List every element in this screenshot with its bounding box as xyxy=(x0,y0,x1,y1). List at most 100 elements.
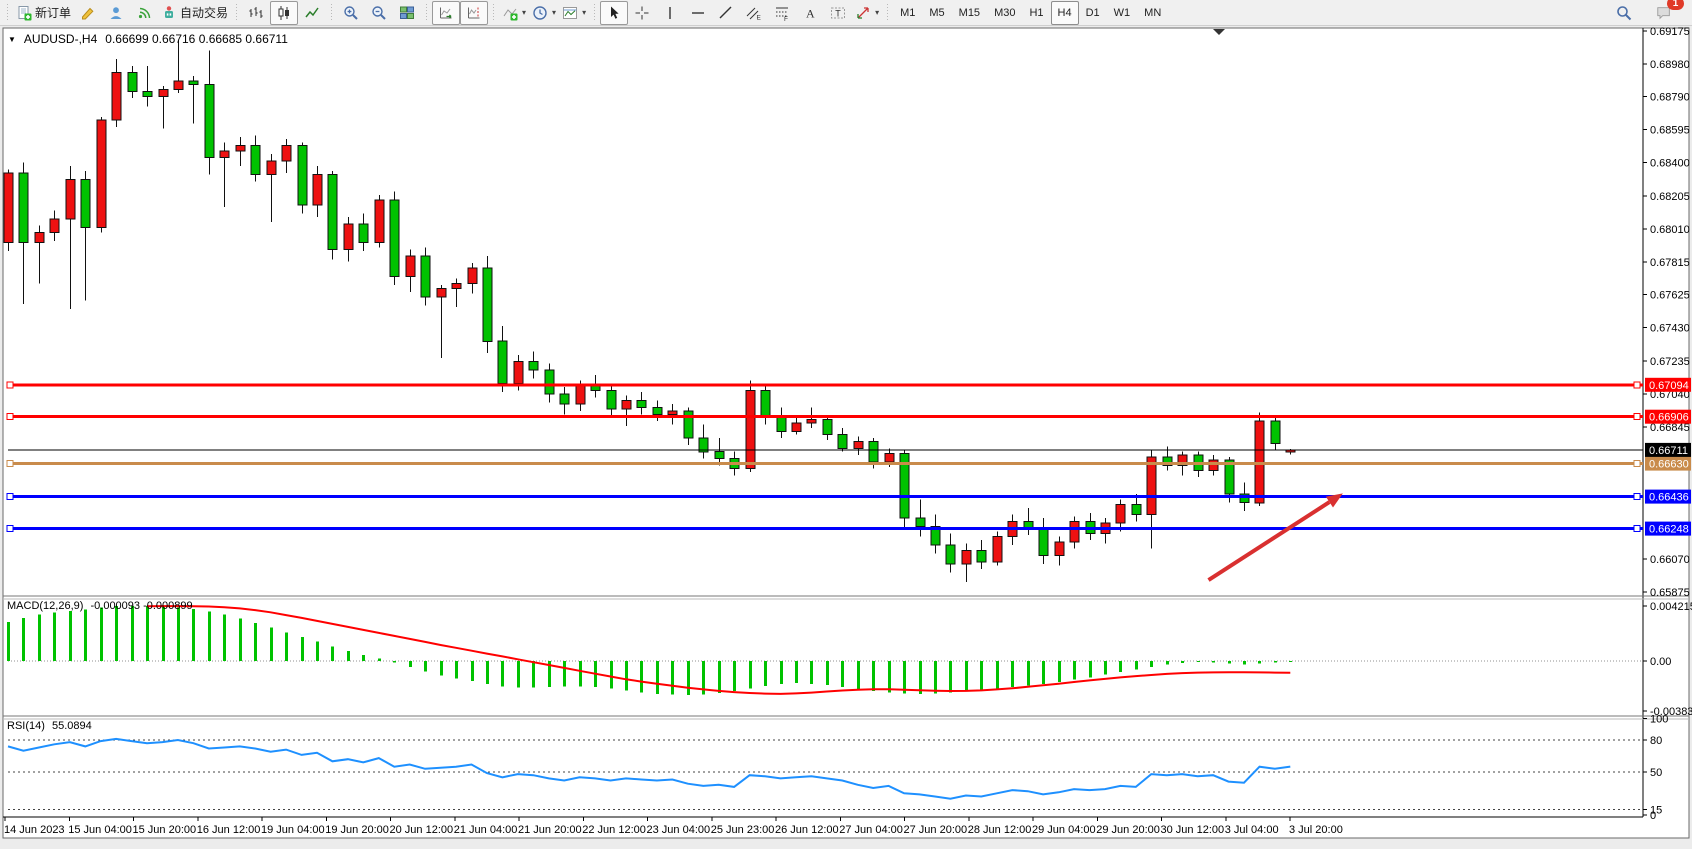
rsi-value: 55.0894 xyxy=(51,720,92,732)
clock-icon xyxy=(532,5,548,21)
templates-button[interactable]: ▾ xyxy=(559,1,589,25)
autotrading-button[interactable]: 自动交易 xyxy=(158,1,231,25)
indicators-button[interactable]: ▾ xyxy=(499,1,529,25)
macd-signal-line xyxy=(146,605,1291,695)
auto-scroll-button[interactable] xyxy=(432,0,461,25)
zoom-out-button[interactable] xyxy=(365,1,393,25)
toolbar-grip xyxy=(424,3,430,22)
vertical-line-button[interactable] xyxy=(656,1,684,25)
svg-text:0.004215: 0.004215 xyxy=(1650,601,1692,613)
svg-text:20 Jun 12:00: 20 Jun 12:00 xyxy=(390,824,454,836)
templates-icon xyxy=(562,5,578,21)
timeframe-m5-button[interactable]: M5 xyxy=(929,6,945,19)
metaeditor-button[interactable] xyxy=(74,1,102,25)
chevron-down-icon[interactable]: ▾ xyxy=(552,8,557,17)
svg-text:29 Jun 20:00: 29 Jun 20:00 xyxy=(1096,824,1160,836)
candlestick-icon xyxy=(276,5,292,21)
svg-text:0.66711: 0.66711 xyxy=(1649,445,1688,457)
chart-window[interactable]: 0.69175 0.68980 0.68790 0.68595 0.68400 0.682… xyxy=(0,26,1692,849)
signals-button[interactable] xyxy=(130,1,158,25)
trend-arrow[interactable] xyxy=(1207,493,1343,582)
svg-text:50: 50 xyxy=(1650,767,1662,779)
timeframe-h1-button[interactable]: H1 xyxy=(1029,6,1044,19)
timeframe-h4-button[interactable]: H4 xyxy=(1050,0,1079,25)
price-badge-0.67094: 0.67094 xyxy=(1645,377,1691,392)
timeframe-mn-button[interactable]: MN xyxy=(1144,6,1162,19)
periods-button[interactable]: ▾ xyxy=(529,1,559,25)
svg-text:0.68595: 0.68595 xyxy=(1650,125,1690,137)
svg-text:0.67430: 0.67430 xyxy=(1650,323,1690,335)
chart-title: ▼ AUDUSD-,H4 0.66699 0.66716 0.66685 0.6… xyxy=(8,32,288,46)
rsi-pane xyxy=(7,737,1643,810)
price-badge-0.66906: 0.66906 xyxy=(1645,409,1691,424)
text-icon: A xyxy=(802,5,818,21)
svg-text:0.66630: 0.66630 xyxy=(1649,459,1689,471)
svg-text:0.67094: 0.67094 xyxy=(1649,380,1689,392)
crosshair-button[interactable] xyxy=(628,1,656,25)
svg-text:80: 80 xyxy=(1650,735,1662,747)
search-icon xyxy=(1616,5,1632,21)
rsi-indicator-label: RSI(14) 55.0894 xyxy=(7,720,92,732)
tile-windows-icon xyxy=(399,5,415,21)
svg-text:27 Jun 20:00: 27 Jun 20:00 xyxy=(904,824,968,836)
chart-canvas[interactable]: 0.69175 0.68980 0.68790 0.68595 0.68400 0.682… xyxy=(0,26,1692,849)
chevron-down-icon[interactable]: ▾ xyxy=(875,8,880,17)
fibonacci-icon: F xyxy=(774,5,790,21)
chevron-down-icon[interactable]: ▾ xyxy=(522,8,527,17)
svg-text:0.66436: 0.66436 xyxy=(1649,492,1689,504)
candles-layer xyxy=(3,40,1296,582)
fibonacci-button[interactable]: F xyxy=(768,1,796,25)
equidistant-channel-button[interactable]: E xyxy=(740,1,768,25)
timeframe-m30-button[interactable]: M30 xyxy=(994,6,1016,19)
candlestick-chart-button[interactable] xyxy=(270,0,299,25)
svg-text:15 Jun 04:00: 15 Jun 04:00 xyxy=(68,824,132,836)
toolbar-grip xyxy=(5,3,10,22)
price-axis[interactable]: 0.69175 0.68980 0.68790 0.68595 0.68400 0.682… xyxy=(1643,26,1692,822)
svg-text:0.00: 0.00 xyxy=(1650,656,1671,668)
chart-ohlc-values: 0.66699 0.66716 0.66685 0.66711 xyxy=(105,32,288,46)
svg-text:0.68400: 0.68400 xyxy=(1650,158,1690,170)
text-button[interactable]: A xyxy=(796,1,824,25)
price-badge-0.66630: 0.66630 xyxy=(1645,456,1691,471)
svg-text:22 Jun 12:00: 22 Jun 12:00 xyxy=(582,824,646,836)
timeframe-m15-button[interactable]: M15 xyxy=(958,6,981,19)
svg-text:28 Jun 12:00: 28 Jun 12:00 xyxy=(968,824,1032,836)
timeframe-m1-button[interactable]: M1 xyxy=(900,6,916,19)
search-button[interactable] xyxy=(1610,1,1638,25)
bar-chart-button[interactable] xyxy=(242,1,270,25)
svg-text:F: F xyxy=(784,16,788,21)
toolbar-grip xyxy=(592,3,598,22)
toolbar-grip xyxy=(329,3,335,22)
rsi-name: RSI(14) xyxy=(7,720,45,732)
chart-shift-button[interactable] xyxy=(460,0,489,25)
chat-button[interactable]: 1 xyxy=(1650,0,1684,25)
new-order-button[interactable]: 新订单 xyxy=(13,1,74,25)
line-chart-button[interactable] xyxy=(298,1,326,25)
chevron-down-icon[interactable]: ▾ xyxy=(582,8,587,17)
svg-text:100: 100 xyxy=(1650,714,1668,726)
community-button[interactable] xyxy=(102,1,130,25)
price-badge-0.66711: 0.66711 xyxy=(1645,442,1691,457)
arrows-button[interactable]: ▾ xyxy=(852,1,882,25)
horizontal-line-button[interactable] xyxy=(684,1,712,25)
chart-menu-icon[interactable]: ▼ xyxy=(8,34,16,44)
indicators-icon xyxy=(502,5,518,21)
svg-text:T: T xyxy=(835,8,841,18)
crosshair-icon xyxy=(634,5,650,21)
zoom-in-button[interactable] xyxy=(337,1,365,25)
community-icon xyxy=(108,5,124,21)
svg-text:27 Jun 04:00: 27 Jun 04:00 xyxy=(839,824,903,836)
timeframe-d1-button[interactable]: D1 xyxy=(1085,6,1100,19)
time-axis[interactable]: 14 Jun 2023 15 Jun 04:00 15 Jun 20:00 16 Ju… xyxy=(4,817,1343,836)
cursor-button[interactable] xyxy=(600,0,629,25)
timeframe-w1-button[interactable]: W1 xyxy=(1113,6,1131,19)
text-label-button[interactable]: T xyxy=(824,1,852,25)
price-badge-0.66248: 0.66248 xyxy=(1645,521,1691,536)
svg-text:19 Jun 20:00: 19 Jun 20:00 xyxy=(325,824,389,836)
trendline-button[interactable] xyxy=(712,1,740,25)
tile-windows-button[interactable] xyxy=(393,1,421,25)
signals-icon xyxy=(136,5,152,21)
autotrading-label: 自动交易 xyxy=(180,6,229,20)
hline-objects[interactable] xyxy=(6,381,1643,533)
